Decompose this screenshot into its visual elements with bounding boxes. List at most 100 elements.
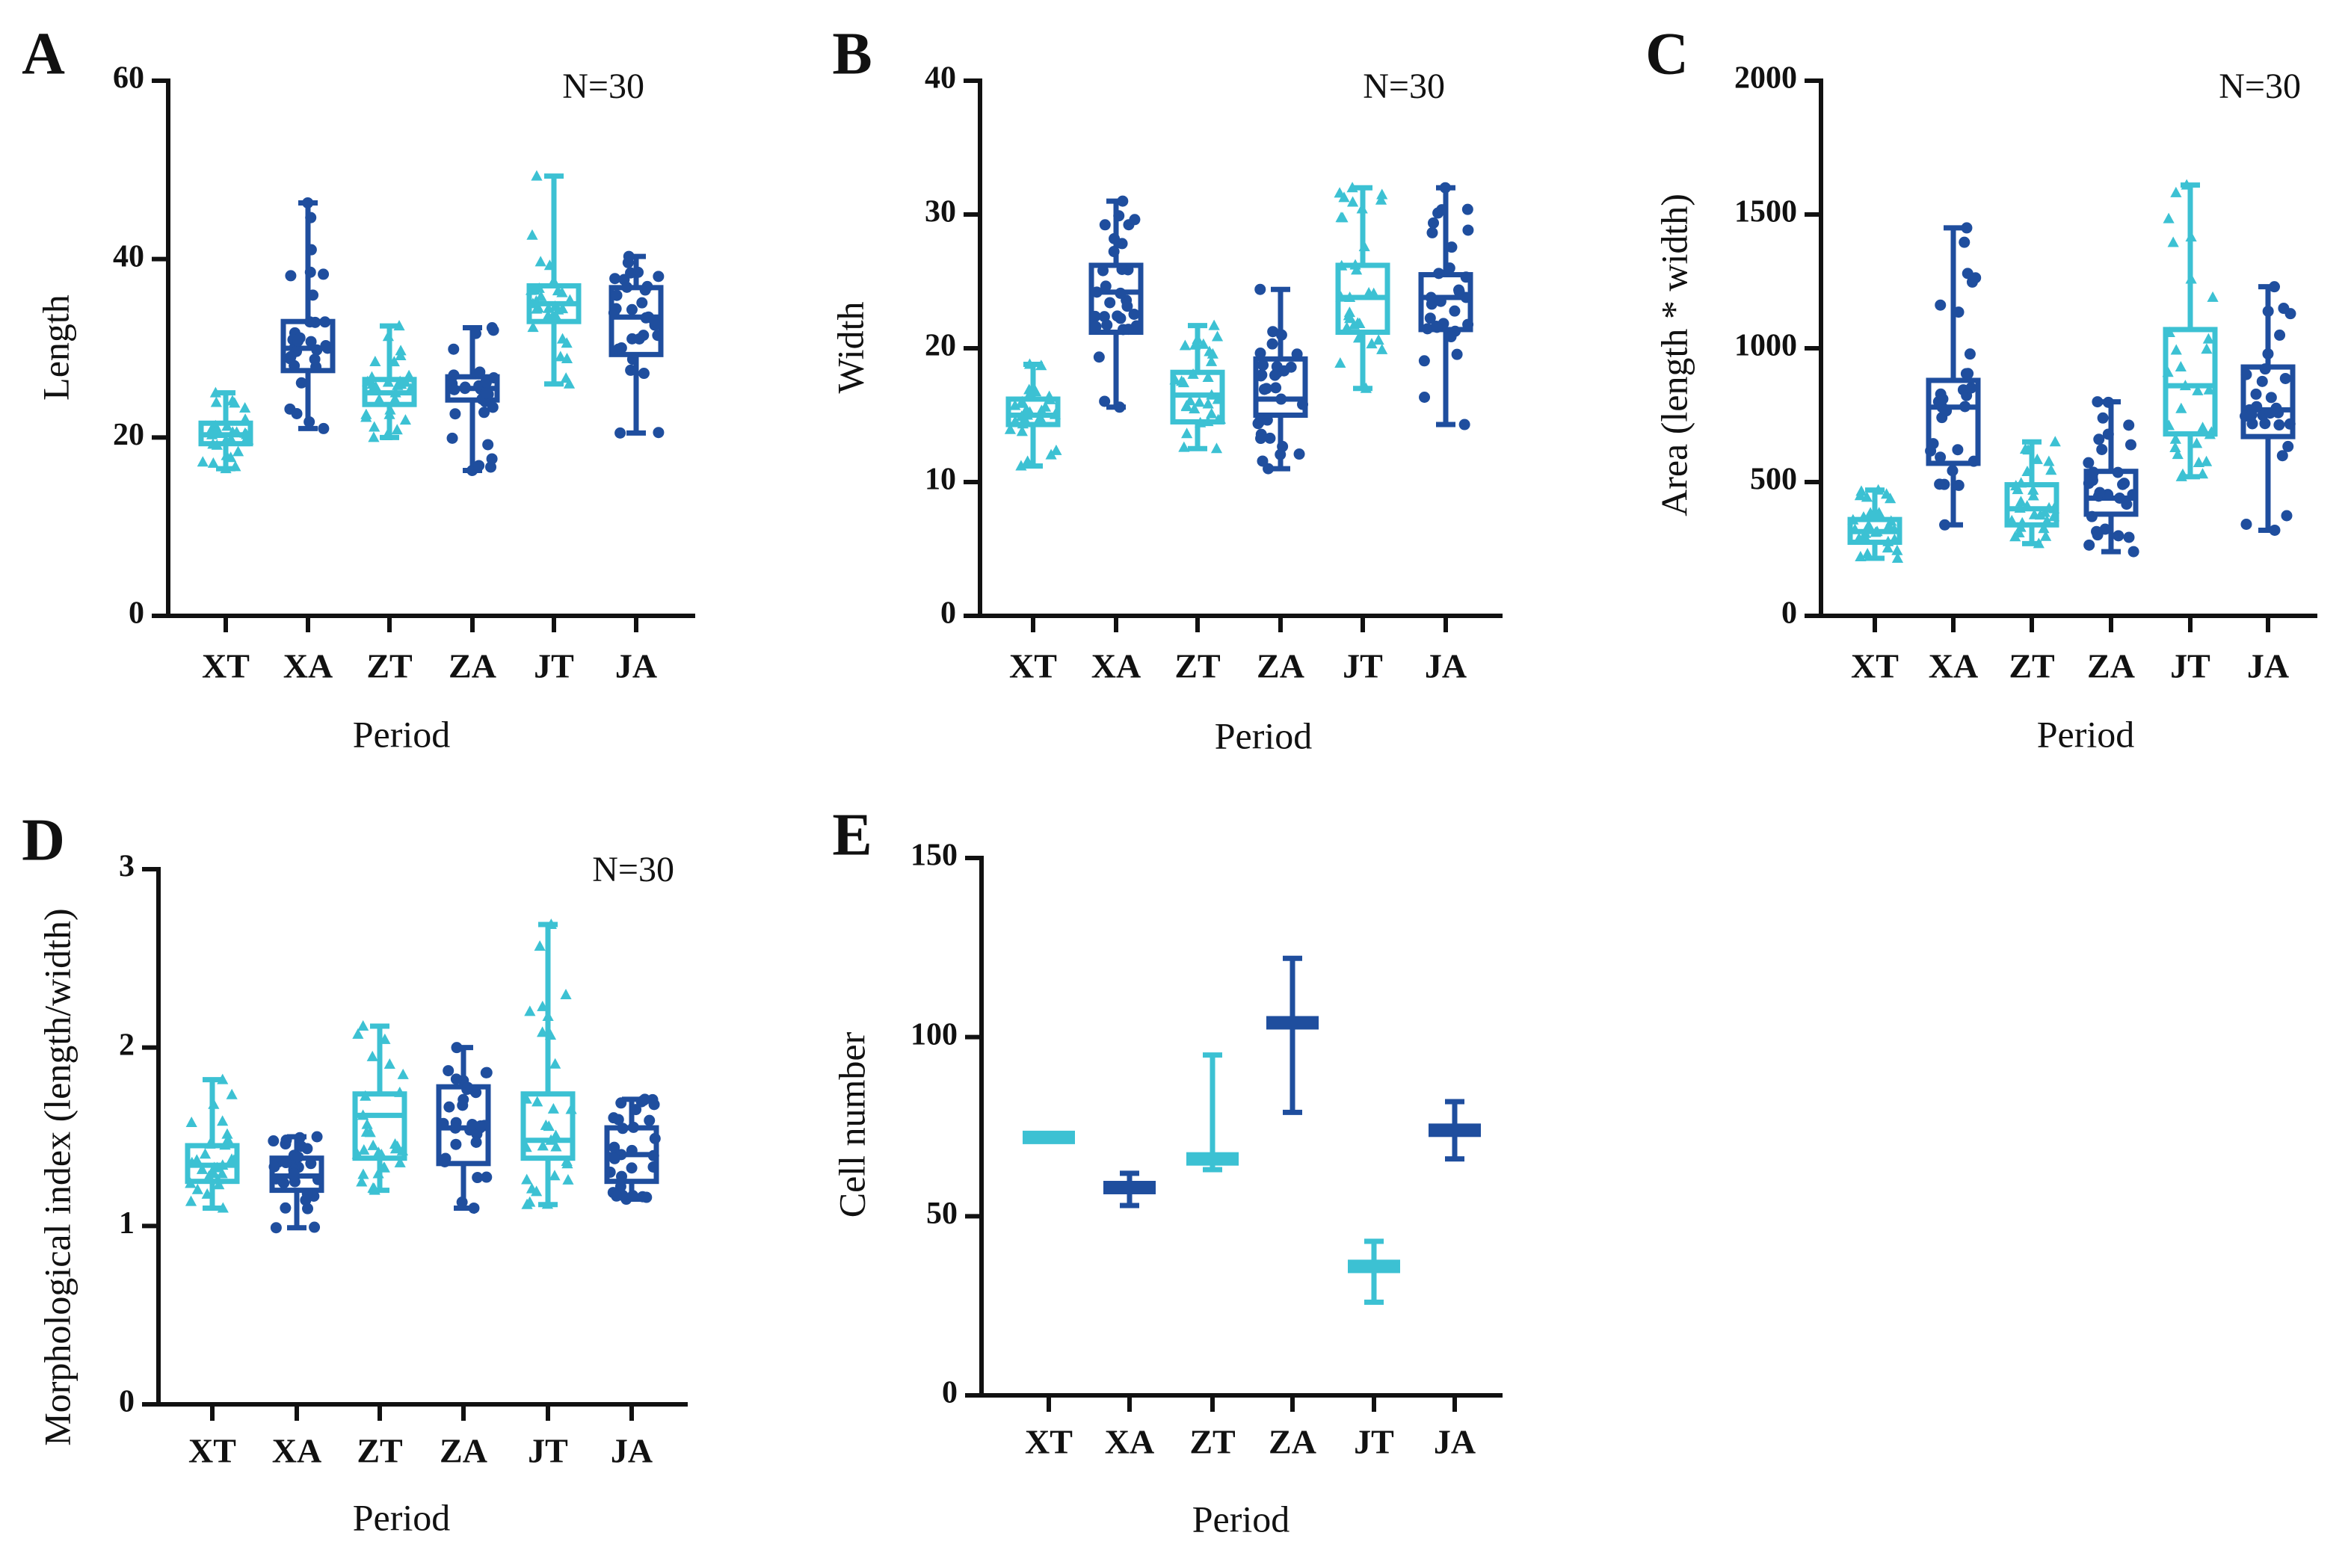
data-point [1433, 268, 1445, 280]
data-point [185, 1195, 197, 1206]
data-point [1435, 295, 1446, 307]
data-point [2193, 456, 2204, 467]
data-point [1255, 433, 1267, 445]
data-point [239, 427, 251, 438]
data-point [394, 1156, 406, 1167]
data-point [1462, 318, 1474, 330]
data-point [2048, 510, 2060, 522]
mean-bar [1023, 1130, 1075, 1144]
series-zt [360, 320, 417, 442]
data-point [1849, 523, 1861, 534]
data-point [647, 1161, 659, 1173]
data-point [2185, 231, 2197, 242]
data-point [1352, 317, 1364, 328]
data-point [384, 404, 396, 415]
data-point [641, 1191, 653, 1203]
data-point [288, 1167, 300, 1179]
data-point [1847, 513, 1859, 525]
data-point [364, 1126, 376, 1138]
data-point [2102, 396, 2114, 408]
data-point [360, 1090, 372, 1101]
data-point [1101, 319, 1113, 331]
data-point [292, 1151, 304, 1163]
series-xt [1004, 358, 1062, 471]
y-tick-label: 1000 [1734, 329, 1797, 363]
data-point [626, 354, 638, 365]
data-point [524, 1196, 536, 1207]
data-point [2083, 457, 2095, 469]
data-point [2013, 527, 2025, 538]
data-point [1968, 455, 1979, 467]
data-point [545, 918, 557, 929]
series-za [2083, 396, 2139, 558]
data-point [1285, 361, 1297, 373]
y-tick-label: 1500 [1734, 195, 1797, 229]
x-tick-label: XT [202, 647, 250, 685]
data-point [2123, 419, 2135, 431]
data-point [225, 451, 237, 463]
mean-bar [1103, 1180, 1156, 1194]
data-point [614, 427, 626, 439]
data-point [608, 307, 620, 319]
y-tick-label: 20 [113, 418, 144, 452]
data-point [524, 1005, 536, 1016]
data-point [1121, 300, 1133, 312]
data-point [311, 344, 323, 356]
data-point [550, 1140, 562, 1152]
data-point [2179, 380, 2191, 391]
data-point [1952, 444, 1964, 456]
data-point [239, 413, 251, 425]
data-point [1375, 194, 1387, 205]
series-xt [185, 1073, 240, 1213]
data-point [481, 1171, 493, 1183]
y-tick-label: 40 [925, 61, 956, 96]
data-point [1113, 210, 1125, 222]
data-point [307, 289, 319, 301]
data-point [312, 1173, 324, 1185]
data-point [225, 433, 237, 444]
data-point [2192, 384, 2204, 395]
data-point [627, 1121, 639, 1133]
data-point [649, 1132, 661, 1144]
x-tick-label: JA [2247, 647, 2289, 685]
data-point [1856, 534, 1868, 545]
data-point [2262, 348, 2274, 359]
data-point [219, 1139, 231, 1150]
data-point [1855, 485, 1867, 496]
box-iqr [1088, 262, 1144, 336]
data-point [393, 320, 405, 331]
data-point [564, 294, 576, 305]
data-point [2113, 530, 2124, 542]
data-point [294, 1132, 306, 1143]
data-point [309, 354, 321, 365]
data-point [2259, 363, 2271, 375]
data-point [2273, 419, 2285, 431]
data-point [1376, 188, 1388, 200]
data-point [644, 1114, 656, 1126]
data-point [1181, 428, 1193, 439]
data-point [487, 401, 499, 413]
data-point [1460, 271, 1472, 283]
data-point [382, 330, 394, 342]
data-point [2191, 437, 2203, 448]
x-axis-label: Period [353, 713, 451, 755]
data-point [1965, 382, 1977, 394]
data-point [549, 1058, 561, 1069]
data-point [1934, 478, 1946, 490]
data-point [291, 407, 303, 419]
data-point [1202, 416, 1214, 427]
data-point [616, 1170, 628, 1182]
data-point [2117, 478, 2129, 490]
data-point [608, 1112, 620, 1124]
series-xa [268, 1131, 324, 1234]
y-tick-label: 0 [1781, 596, 1797, 631]
data-point [221, 1128, 233, 1139]
data-point [208, 1098, 220, 1109]
data-point [449, 408, 461, 420]
data-point [1927, 438, 1939, 450]
data-point [1870, 526, 1882, 537]
series-xt [1023, 1130, 1075, 1144]
data-point [2163, 327, 2175, 338]
series-xa [1103, 1170, 1156, 1209]
data-point [1097, 265, 1109, 277]
